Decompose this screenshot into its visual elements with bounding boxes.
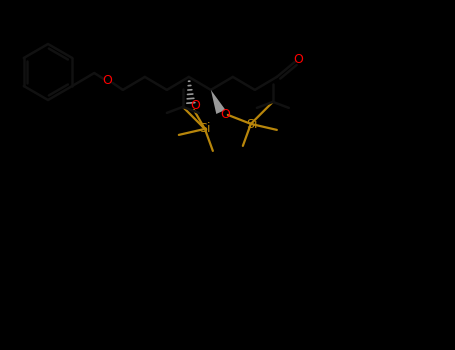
Polygon shape (211, 90, 225, 114)
Text: Si: Si (199, 122, 211, 135)
Text: O: O (293, 53, 303, 66)
Text: O: O (190, 99, 200, 112)
Text: O: O (102, 74, 112, 87)
Text: Si: Si (246, 118, 258, 131)
Text: O: O (220, 108, 230, 121)
